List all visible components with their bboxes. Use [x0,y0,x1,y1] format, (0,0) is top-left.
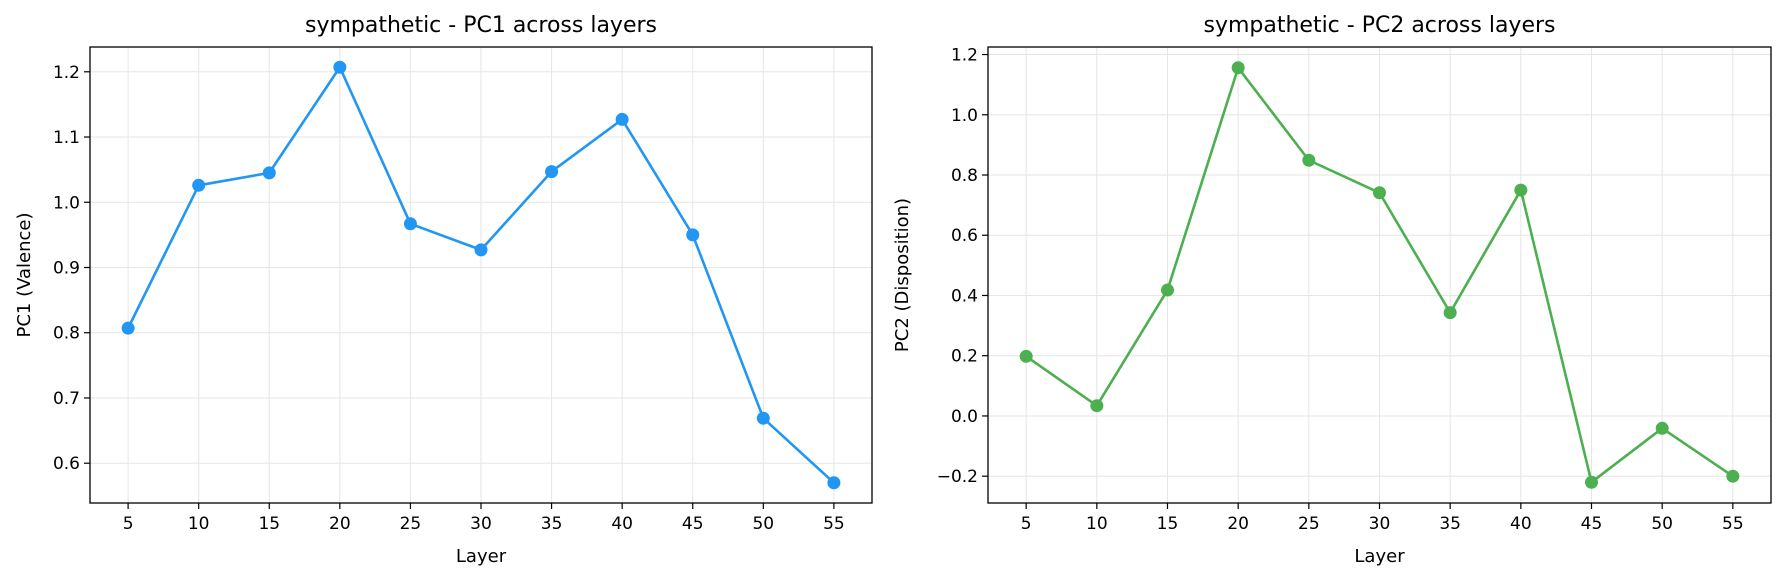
pc1-ytick-label: 1.0 [53,193,80,213]
pc1-data-point [192,178,206,192]
pc2-data-point [1655,421,1669,435]
pc1-xtick-label: 45 [682,514,704,534]
pc2-ytick-label: 1.2 [951,46,978,66]
pc1-ytick-label: 1.1 [53,128,80,148]
pc2-data-point [1019,349,1033,363]
pc2-xtick-label: 10 [1086,514,1108,534]
pc1-data-point [827,476,841,490]
pc2-xtick-label: 35 [1439,514,1461,534]
pc2-xtick-label: 5 [1021,514,1032,534]
pc2-ytick-label: 0.8 [951,166,978,186]
pc1-data-point [615,112,629,126]
pc2-ytick-label: 0.6 [951,226,978,246]
pc2-data-point [1090,399,1104,413]
pc1-panel: 5 10 15 20 25 30 35 40 45 50 55 0.6 0.7 0.8 0.9 1.0 1.1 1… [14,13,873,567]
pc1-xtick-label: 15 [258,514,280,534]
pc1-data-point [121,321,135,335]
pc2-data-point [1302,153,1316,167]
pc1-data-point [474,243,488,257]
pc1-xtick-label: 50 [752,514,774,534]
pc1-x-axis-label: Layer [456,546,507,567]
pc2-panel: 5 10 15 20 25 30 35 40 45 50 55 −0.2 0.0 0.2 0.4 0.6 0.8… [892,13,1772,567]
pc2-ytick-label: 0.2 [951,347,978,367]
pc2-xtick-label: 50 [1651,514,1673,534]
pc1-ytick-label: 0.6 [53,454,80,474]
pc1-ytick-label: 0.8 [53,324,80,344]
pc1-data-point [686,228,700,242]
pc1-data-point [545,165,559,179]
pc1-ytick-label: 1.2 [53,63,80,83]
pc1-xtick-label: 20 [329,514,351,534]
pc1-xtick-label: 30 [470,514,492,534]
pc2-xtick-label: 15 [1157,514,1179,534]
pc2-y-axis-label: PC2 (Disposition) [892,198,913,352]
pc2-xtick-label: 20 [1227,514,1249,534]
pc1-data-point [756,411,770,425]
pc2-xtick-label: 45 [1581,514,1603,534]
pc2-chart-title: sympathetic - PC2 across layers [1203,13,1555,38]
pc2-data-point [1514,183,1528,197]
pc2-xtick-label: 40 [1510,514,1532,534]
pc1-ytick-label: 0.9 [53,258,80,278]
pc1-data-point [403,217,417,231]
pc2-xtick-label: 55 [1722,514,1744,534]
pc2-xtick-label: 30 [1369,514,1391,534]
pc2-data-point [1726,469,1740,483]
pc1-data-point [333,60,347,74]
pc2-xtick-label: 25 [1298,514,1320,534]
pc1-xtick-label: 10 [188,514,210,534]
pc1-xtick-label: 25 [400,514,422,534]
pc2-ytick-label: −0.2 [937,467,978,487]
pc1-xtick-label: 5 [123,514,134,534]
pc1-xtick-label: 35 [541,514,563,534]
pc1-xtick-label: 55 [823,514,845,534]
pc1-ytick-label: 0.7 [53,389,80,409]
pc1-y-axis-label: PC1 (Valence) [14,212,35,337]
pc2-data-point [1231,61,1245,75]
pc2-data-point [1443,306,1457,320]
pc2-ytick-label: 1.0 [951,106,978,126]
pc2-data-point [1373,186,1386,200]
pc2-x-axis-label: Layer [1354,546,1405,567]
pc1-data-point [262,166,276,180]
pc1-xtick-label: 40 [611,514,633,534]
pc1-chart-title: sympathetic - PC1 across layers [305,13,657,38]
pc2-ytick-label: 0.4 [951,286,978,306]
pc2-data-point [1160,283,1174,297]
pc2-ytick-label: 0.0 [951,407,978,427]
pc2-data-point [1585,475,1599,489]
